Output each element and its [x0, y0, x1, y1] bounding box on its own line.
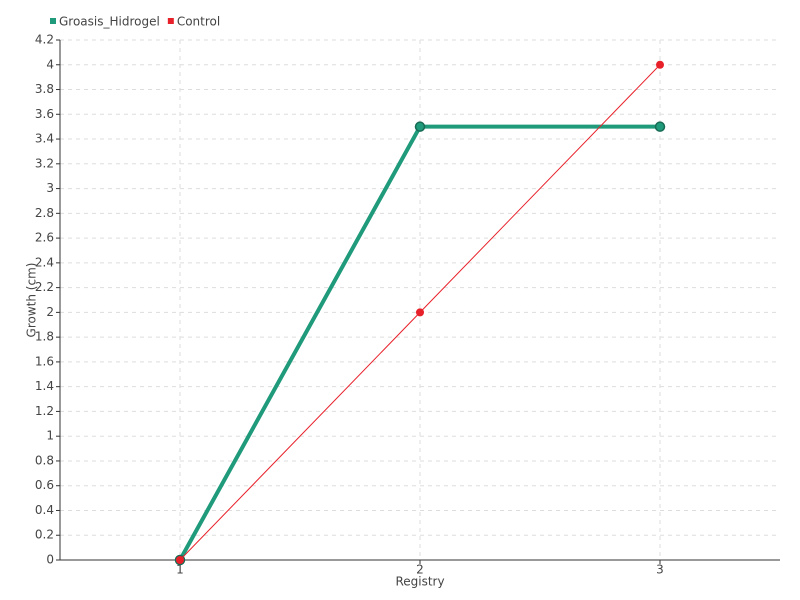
y-tick-label: 0.8 [35, 453, 54, 467]
y-tick-label: 3.4 [35, 132, 54, 146]
y-tick-label: 3.6 [35, 107, 54, 121]
y-tick-label: 1.6 [35, 354, 54, 368]
y-tick-label: 3.8 [35, 82, 54, 96]
y-tick-label: 3.2 [35, 156, 54, 170]
y-tick-label: 3 [46, 181, 54, 195]
x-tick-label: 1 [176, 563, 184, 577]
y-tick-label: 0.4 [35, 503, 54, 517]
y-tick-label: 2.4 [35, 255, 54, 269]
legend-swatch [167, 18, 174, 24]
point [654, 121, 666, 132]
y-tick-label: 1.8 [35, 330, 54, 344]
y-tick-label: 0.6 [35, 478, 54, 492]
y-tick-label: 1 [46, 429, 54, 443]
y-tick-label: 2.6 [35, 231, 54, 245]
legend-swatch [50, 18, 56, 24]
legend-label: Groasis_Hidrogel [59, 15, 160, 29]
y-axis-label: Growth (cm) [25, 263, 39, 338]
y-tick-label: 4.2 [35, 33, 54, 47]
y-tick-label: 2.2 [35, 280, 54, 294]
y-tick-label: 4 [46, 57, 54, 71]
x-tick-label: 3 [656, 563, 664, 577]
point [176, 556, 184, 564]
point [416, 308, 424, 317]
series-line [178, 124, 660, 561]
point [656, 60, 664, 69]
legend-label: Control [177, 15, 220, 29]
point [414, 121, 426, 132]
y-tick-label: 1.4 [35, 379, 54, 393]
y-tick-label: 2 [46, 305, 54, 319]
y-tick-label: 2.8 [35, 206, 54, 220]
y-tick-label: 0 [46, 553, 54, 567]
x-tick-label: 2 [416, 563, 424, 577]
y-tick-label: 0.2 [35, 528, 54, 542]
x-axis-label: Registry [395, 575, 444, 589]
y-tick-label: 1.2 [35, 404, 54, 418]
